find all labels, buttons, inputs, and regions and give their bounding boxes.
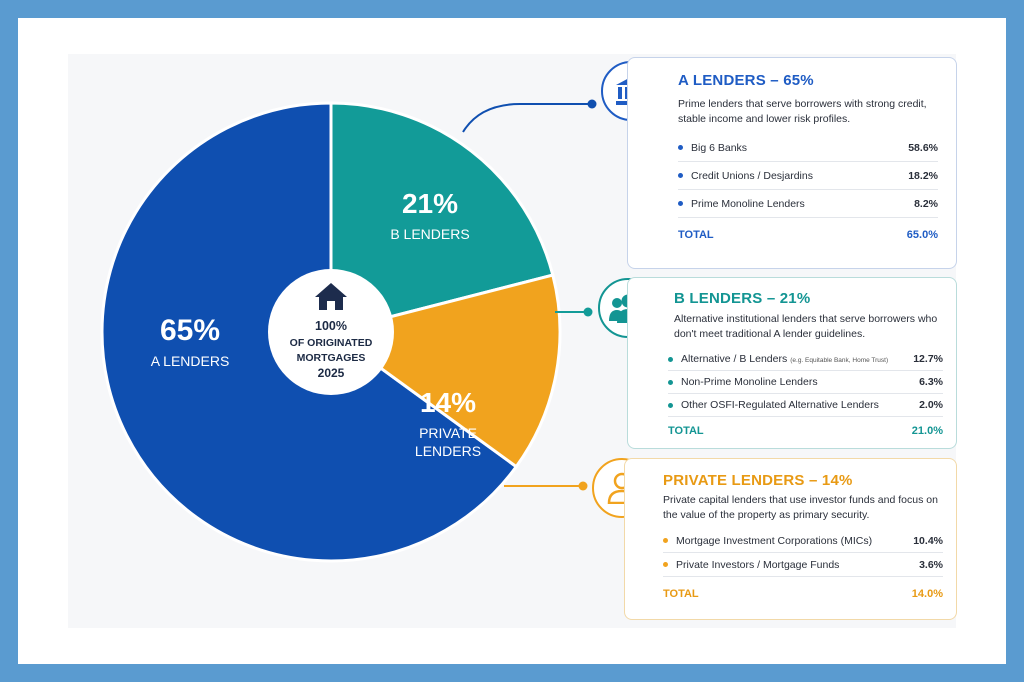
- a-item-row: Credit Unions / Desjardins 18.2%: [678, 162, 938, 190]
- b-lenders-slice: [329, 101, 555, 334]
- bullet-icon: [678, 145, 683, 150]
- private-card-title: PRIVATE LENDERS – 14%: [663, 472, 853, 489]
- a-lenders-card: A LENDERS – 65% Prime lenders that serve…: [627, 57, 957, 269]
- private-connector-dot: [578, 481, 588, 491]
- center-line-4: 2025: [318, 366, 345, 380]
- private-lenders-card: PRIVATE LENDERS – 14% Private capital le…: [624, 458, 957, 620]
- bullet-icon: [678, 173, 683, 178]
- center-line-3: MORTGAGES: [297, 352, 366, 364]
- b-item-value: 2.0%: [919, 399, 943, 411]
- b-total-value: 21.0%: [911, 425, 943, 437]
- a-item-name: Prime Monoline Lenders: [691, 197, 805, 210]
- b-item-name: Other OSFI-Regulated Alternative Lenders: [681, 399, 879, 411]
- bullet-icon: [668, 356, 673, 362]
- a-total-label: TOTAL: [678, 229, 714, 241]
- b-connector-dot: [583, 307, 593, 317]
- a-card-title: A LENDERS – 65%: [678, 72, 814, 89]
- slice-value-label: 21%: [402, 188, 458, 219]
- b-item-name: Alternative / B Lenders (e.g. Equitable B…: [681, 353, 913, 365]
- a-connector-dot: [587, 99, 597, 109]
- private-card-description: Private capital lenders that use investo…: [663, 494, 938, 521]
- a-item-name: Big 6 Banks: [691, 141, 748, 154]
- b-item-row: Alternative / B Lenders (e.g. Equitable B…: [668, 348, 943, 371]
- a-item-value: 58.6%: [908, 141, 938, 154]
- b-lenders-card: B LENDERS – 21% Alternative institutiona…: [627, 277, 957, 449]
- b-total-row: TOTAL 21.0%: [668, 420, 943, 442]
- a-item-row: Prime Monoline Lenders 8.2%: [678, 190, 938, 218]
- private-item-value: 3.6%: [919, 558, 943, 571]
- private-item-name: Private Investors / Mortgage Funds: [676, 558, 840, 571]
- slice-category-label: B LENDERS: [390, 226, 469, 242]
- slice-value-label: 14%: [420, 387, 476, 418]
- center-circle: [268, 269, 394, 395]
- b-item-value: 6.3%: [919, 376, 943, 388]
- slice-category-label: PRIVATE: [419, 425, 477, 441]
- bullet-icon: [663, 538, 668, 543]
- b-item-name: Non-Prime Monoline Lenders: [681, 376, 818, 388]
- b-item-name-text: Alternative / B Lenders: [681, 353, 788, 365]
- slice-category-label: LENDERS: [415, 443, 481, 459]
- a-connector: [462, 103, 590, 133]
- bullet-icon: [668, 402, 673, 408]
- private-total-label: TOTAL: [663, 588, 699, 600]
- bullet-icon: [678, 201, 683, 206]
- a-item-value: 18.2%: [908, 169, 938, 182]
- private-item-row: Private Investors / Mortgage Funds 3.6%: [663, 553, 943, 577]
- b-card-description: Alternative institutional lenders that s…: [674, 313, 938, 340]
- private-total-row: TOTAL 14.0%: [663, 583, 943, 605]
- private-total-value: 14.0%: [911, 588, 943, 600]
- center-line-2: OF ORIGINATED: [290, 337, 373, 349]
- b-item-row: Other OSFI-Regulated Alternative Lenders…: [668, 394, 943, 417]
- bullet-icon: [668, 379, 673, 385]
- b-item-row: Non-Prime Monoline Lenders 6.3%: [668, 371, 943, 394]
- a-item-row: Big 6 Banks 58.6%: [678, 134, 938, 162]
- a-item-value: 8.2%: [914, 197, 938, 210]
- center-line-1: 100%: [315, 319, 347, 333]
- slice-category-label: A LENDERS: [151, 353, 230, 369]
- slice-value-label: 65%: [160, 314, 220, 347]
- private-item-row: Mortgage Investment Corporations (MICs) …: [663, 529, 943, 553]
- a-card-description: Prime lenders that serve borrowers with …: [678, 98, 927, 125]
- private-item-name: Mortgage Investment Corporations (MICs): [676, 534, 873, 547]
- b-total-label: TOTAL: [668, 425, 704, 437]
- private-item-value: 10.4%: [913, 534, 943, 547]
- house-icon: [315, 283, 347, 310]
- b-item-note: (e.g. Equitable Bank, Home Trust): [790, 357, 889, 364]
- bullet-icon: [663, 562, 668, 567]
- b-item-value: 12.7%: [913, 353, 943, 365]
- a-item-name: Credit Unions / Desjardins: [691, 169, 813, 182]
- b-card-title: B LENDERS – 21%: [674, 290, 811, 307]
- a-total-value: 65.0%: [906, 229, 938, 241]
- a-total-row: TOTAL 65.0%: [678, 222, 938, 248]
